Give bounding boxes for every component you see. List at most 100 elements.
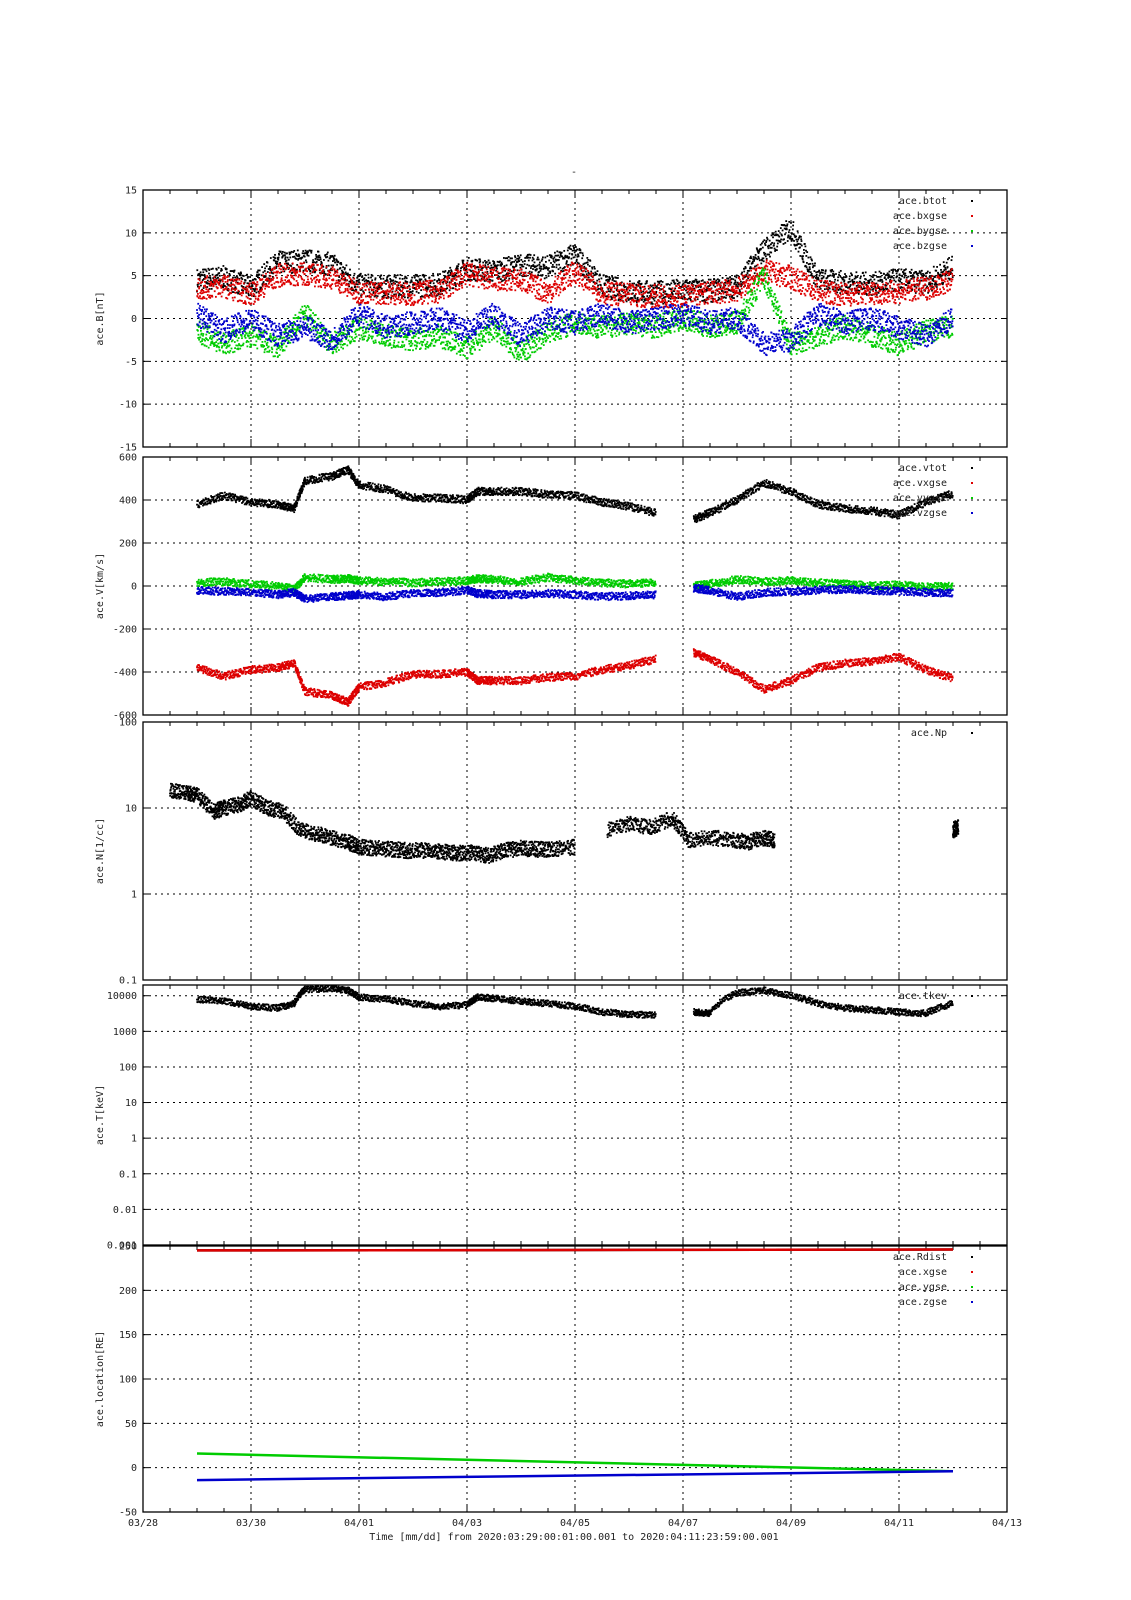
data-point — [829, 280, 831, 282]
data-point — [428, 276, 431, 279]
data-point — [839, 293, 842, 296]
data-point — [467, 256, 470, 259]
data-point — [273, 286, 275, 289]
data-point — [763, 251, 765, 254]
data-point — [879, 275, 882, 278]
data-point — [826, 280, 829, 282]
data-point — [700, 279, 703, 282]
data-point — [386, 275, 389, 278]
data-point — [464, 273, 467, 276]
data-point — [208, 296, 210, 298]
data-point — [839, 300, 842, 302]
data-point — [485, 268, 488, 271]
data-point — [226, 271, 228, 274]
data-point — [336, 268, 339, 271]
data-point — [500, 286, 503, 289]
data-point — [727, 282, 729, 285]
data-point — [379, 292, 382, 294]
data-point — [302, 262, 305, 264]
data-point — [232, 283, 234, 286]
data-point — [915, 286, 918, 289]
data-point — [891, 287, 894, 290]
data-point — [352, 282, 354, 285]
data-point — [265, 283, 267, 285]
data-point — [593, 286, 596, 288]
data-point — [685, 286, 688, 289]
data-point — [197, 297, 200, 299]
data-point — [408, 293, 411, 295]
data-point — [648, 297, 651, 299]
data-point — [812, 288, 814, 291]
data-point — [872, 288, 875, 290]
data-point — [765, 264, 767, 267]
data-point — [256, 281, 259, 283]
data-point — [360, 296, 363, 298]
data-point — [743, 267, 746, 270]
data-point — [526, 263, 529, 266]
data-point — [577, 255, 580, 258]
data-point — [627, 296, 629, 299]
data-point — [253, 282, 256, 285]
data-point — [609, 290, 612, 293]
data-point — [640, 282, 643, 285]
data-point — [551, 297, 554, 300]
data-point — [642, 304, 645, 307]
data-point — [350, 278, 352, 281]
data-point — [823, 294, 825, 297]
data-point — [768, 271, 771, 274]
data-point — [639, 287, 642, 290]
data-point — [863, 285, 865, 288]
data-point — [436, 279, 439, 282]
data-point — [758, 266, 761, 269]
data-point — [546, 291, 548, 293]
data-point — [702, 293, 704, 296]
data-point — [504, 257, 507, 260]
data-point — [223, 275, 226, 277]
data-point — [827, 282, 829, 285]
data-point — [442, 282, 445, 285]
data-point — [742, 282, 744, 285]
data-point — [329, 269, 332, 271]
data-point — [395, 281, 398, 283]
data-point — [769, 274, 772, 277]
data-point — [563, 249, 566, 252]
data-point — [474, 265, 476, 268]
data-point — [527, 283, 530, 286]
data-point — [711, 301, 714, 303]
data-point — [889, 279, 892, 281]
data-point — [461, 286, 464, 289]
data-point — [382, 297, 385, 300]
data-point — [570, 284, 572, 287]
data-point — [762, 279, 765, 282]
data-point — [206, 279, 209, 282]
data-point — [290, 269, 293, 272]
data-point — [282, 282, 285, 284]
data-point — [840, 282, 842, 284]
data-point — [871, 280, 874, 283]
data-point — [847, 299, 850, 302]
data-point — [405, 277, 408, 280]
data-point — [703, 290, 705, 293]
data-point — [310, 249, 313, 252]
data-point — [311, 279, 314, 282]
data-point — [765, 241, 767, 244]
data-point — [316, 256, 318, 259]
data-point — [402, 282, 405, 285]
data-point — [571, 249, 574, 252]
data-point — [263, 296, 265, 298]
data-point — [807, 285, 810, 288]
data-point — [477, 268, 480, 271]
data-point — [230, 282, 233, 284]
data-point — [222, 265, 225, 267]
data-point — [606, 298, 609, 301]
data-point — [682, 285, 684, 288]
data-point — [485, 286, 488, 289]
data-point — [518, 279, 521, 282]
data-point — [551, 266, 554, 268]
data-point — [557, 259, 560, 261]
data-point — [743, 286, 745, 288]
data-point — [935, 269, 938, 272]
data-point — [614, 299, 617, 301]
data-point — [662, 291, 665, 294]
data-point — [215, 295, 217, 298]
